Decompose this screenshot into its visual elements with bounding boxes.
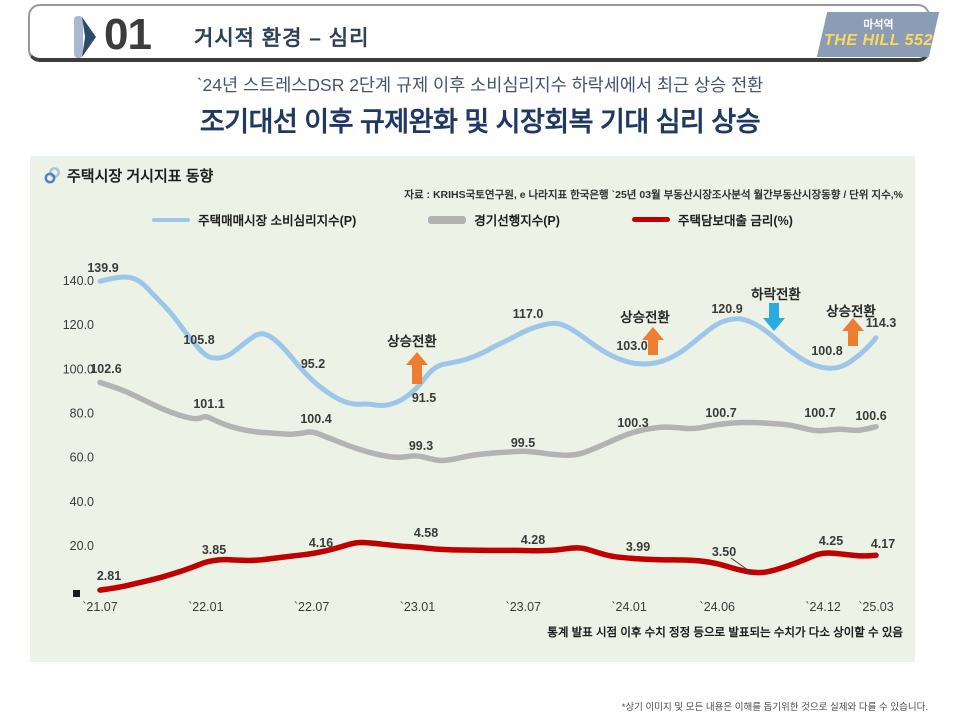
label-leader-line: [730, 557, 753, 574]
y-axis-label: 120.0: [63, 318, 94, 332]
legend-item: 주택매매시장 소비심리지수(P): [152, 210, 356, 229]
axis-origin-marker: [73, 590, 80, 597]
data-label: 4.17: [871, 537, 895, 551]
annotation-label: 상승전환: [826, 303, 876, 319]
chevron-right-icon: [82, 17, 96, 57]
accent-bar-icon: [74, 16, 83, 58]
data-label: 2.81: [97, 569, 121, 583]
data-label: 4.28: [521, 533, 545, 547]
section-title: 거시적 환경 – 심리: [194, 27, 370, 50]
data-label: 99.3: [409, 439, 433, 453]
legend-item: 주택담보대출 금리(%): [631, 210, 793, 229]
legend-swatch-icon: [631, 217, 670, 222]
x-axis-label: `21.07: [82, 600, 117, 614]
y-axis-label: 140.0: [63, 274, 94, 288]
data-label: 95.2: [301, 357, 325, 371]
source-note: 자료 : KRIHS국토연구원, e 나라지표 한국은행 `25년 03월 부동…: [404, 189, 903, 201]
section-number: 01: [104, 10, 152, 59]
x-axis-label: `24.12: [805, 600, 840, 614]
brand-badge: 마석역 THE HILL 552: [816, 12, 940, 57]
up-arrow-icon: [406, 352, 428, 384]
leading-index-line: [97, 379, 879, 464]
data-label: 100.7: [705, 406, 736, 420]
x-axis-label: `22.07: [294, 600, 329, 614]
x-axis-label: `23.07: [506, 600, 541, 614]
data-label: 105.8: [183, 333, 214, 347]
mortgage-rate-line: [97, 539, 879, 593]
x-axis-label: `23.01: [400, 600, 435, 614]
data-label: 4.25: [819, 534, 843, 548]
legend-swatch-icon: [428, 215, 467, 224]
data-label: 100.7: [804, 406, 835, 420]
data-label: 3.85: [202, 543, 226, 557]
data-label: 101.1: [193, 397, 224, 411]
y-axis-label: 60.0: [70, 451, 94, 465]
y-axis-label: 40.0: [70, 495, 94, 509]
data-label: 102.6: [90, 362, 121, 376]
chart-legend: 주택매매시장 소비심리지수(P) 경기선행지수(P) 주택담보대출 금리(%): [30, 210, 915, 229]
down-arrow-icon: [763, 303, 785, 331]
panel-heading-label: 주택시장 거시지표 동향: [67, 168, 214, 185]
y-axis-label: 80.0: [70, 407, 94, 421]
y-axis-label: 100.0: [63, 362, 94, 376]
chart-panel: 주택시장 거시지표 동향 자료 : KRIHS국토연구원, e 나라지표 한국은…: [30, 156, 915, 662]
statistics-note: 통계 발표 시점 이후 수치 정정 등으로 발표되는 수치가 다소 상이할 수 …: [547, 627, 903, 639]
data-label: 3.50: [712, 545, 736, 559]
up-arrow-icon: [642, 327, 664, 355]
y-axis-label: 20.0: [70, 539, 94, 553]
data-label: 4.16: [309, 536, 333, 550]
x-axis-label: `22.01: [188, 600, 223, 614]
consumer-sentiment-line: [97, 274, 879, 408]
x-axis-label: `24.01: [611, 600, 646, 614]
data-label: 99.5: [511, 436, 535, 450]
data-label: 100.3: [617, 416, 648, 430]
legend-label: 경기선행지수(P): [474, 214, 560, 228]
up-arrow-icon: [842, 318, 864, 346]
header: 01 거시적 환경 – 심리 마석역 THE HILL 552: [28, 4, 940, 62]
macro-indicator-chart: 140.0 120.0 100.0 80.0 60.0 40.0 20.0 `21.07 `22…: [63, 261, 897, 614]
data-label: 120.9: [711, 302, 742, 316]
data-label: 100.4: [300, 412, 331, 426]
legend-swatch-icon: [152, 217, 191, 222]
chain-link-icon: [44, 167, 60, 184]
annotation-label: 상승전환: [387, 333, 437, 349]
data-label: 103.0: [616, 339, 647, 353]
page-title: 조기대선 이후 규제완화 및 시장회복 기대 심리 상승: [199, 107, 761, 137]
panel-heading: 주택시장 거시지표 동향: [44, 165, 213, 186]
data-label: 3.99: [626, 540, 650, 554]
badge-brand: THE HILL 552: [823, 31, 933, 49]
legend-item: 경기선행지수(P): [428, 210, 560, 229]
x-axis-label: `24.06: [700, 600, 735, 614]
subtitle: `24년 스트레스DSR 2단계 규제 이후 소비심리지수 하락세에서 최근 상…: [196, 75, 764, 95]
data-label: 91.5: [412, 391, 436, 405]
badge-station: 마석역: [862, 18, 894, 31]
data-label: 4.58: [414, 526, 438, 540]
legend-label: 주택매매시장 소비심리지수(P): [198, 214, 357, 228]
annotation-label: 하락전환: [751, 286, 801, 302]
annotation-label: 상승전환: [620, 309, 670, 325]
data-label: 139.9: [87, 261, 118, 275]
x-axis-label: `25.03: [858, 600, 893, 614]
disclaimer: *상기 이미지 및 모든 내용은 이해를 돕기위한 것으로 실제와 다를 수 있…: [621, 702, 928, 713]
data-label: 117.0: [513, 307, 544, 321]
data-label: 100.8: [811, 344, 842, 358]
data-label: 114.3: [866, 316, 897, 330]
legend-label: 주택담보대출 금리(%): [677, 214, 793, 228]
data-label: 100.6: [855, 409, 886, 423]
